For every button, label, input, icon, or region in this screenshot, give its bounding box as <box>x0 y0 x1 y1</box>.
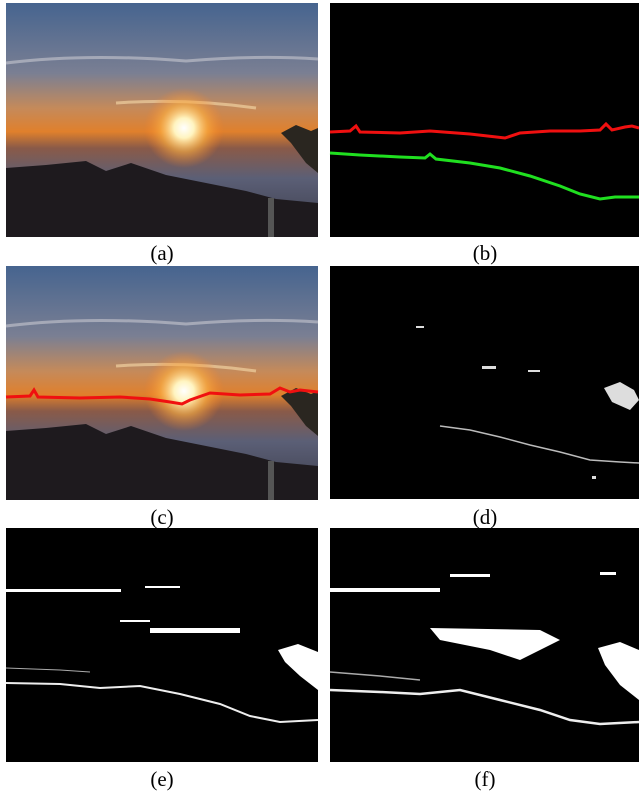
panel-a <box>6 3 318 237</box>
panel-label: (d) <box>473 505 498 529</box>
panel-e <box>6 528 318 762</box>
panel-d <box>330 266 639 499</box>
panel-label: (b) <box>473 241 498 265</box>
panel-label: (a) <box>150 241 173 265</box>
panel-label: (e) <box>150 767 173 791</box>
figure: (a) (b) (c) (d) (e) <box>0 0 639 794</box>
panel-label: (f) <box>475 767 496 791</box>
panel-f <box>330 528 639 762</box>
panel-b <box>330 3 639 237</box>
panel-label: (c) <box>150 505 173 529</box>
panel-c <box>6 266 318 500</box>
